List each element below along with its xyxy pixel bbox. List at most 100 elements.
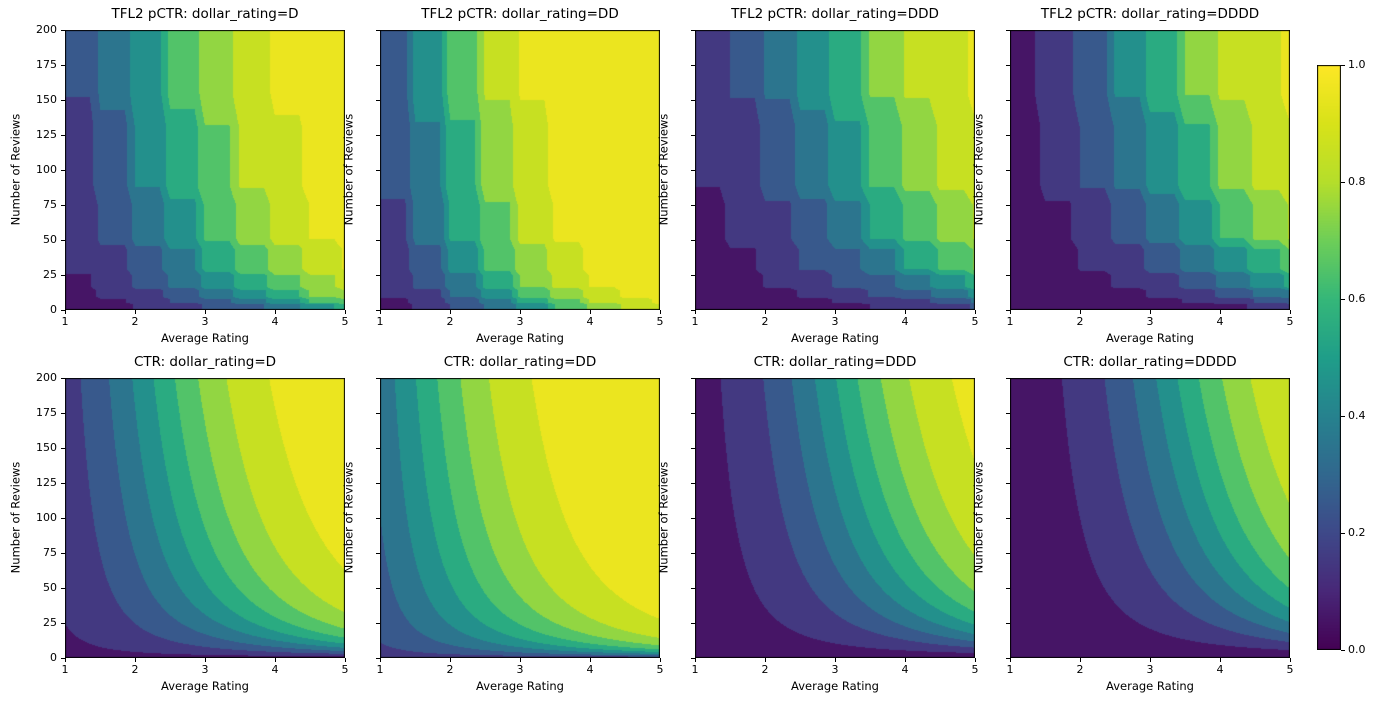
y-tick-label: 0: [50, 303, 57, 316]
y-tick-mark: [691, 274, 695, 276]
x-tick-mark: [589, 310, 591, 314]
contour-plot-ctr-DD: [380, 378, 660, 658]
y-tick-mark: [61, 239, 65, 241]
x-tick-mark: [379, 310, 381, 314]
colorbar-tick-label: 0.6: [1348, 292, 1366, 305]
x-tick-mark: [274, 310, 276, 314]
y-tick-mark: [1006, 64, 1010, 66]
x-tick-label: 3: [201, 315, 209, 328]
y-axis-label: Number of Reviews: [8, 113, 23, 226]
x-tick-mark: [764, 658, 766, 662]
x-tick-label: 5: [1286, 663, 1294, 676]
y-tick-mark: [691, 622, 695, 624]
x-tick-mark: [134, 658, 136, 662]
y-tick-mark: [376, 447, 380, 449]
y-tick-mark: [61, 412, 65, 414]
x-tick-mark: [904, 310, 906, 314]
colorbar-tick-mark: [1341, 649, 1345, 651]
x-tick-label: 5: [341, 315, 349, 328]
colorbar-tick-mark: [1341, 64, 1345, 66]
y-tick-mark: [376, 412, 380, 414]
x-tick-label: 5: [1286, 315, 1294, 328]
y-tick-mark: [1006, 309, 1010, 311]
x-tick-mark: [974, 658, 976, 662]
x-tick-label: 2: [761, 315, 769, 328]
x-tick-label: 2: [446, 663, 454, 676]
y-tick-mark: [376, 587, 380, 589]
colorbar-tick-mark: [1341, 181, 1345, 183]
x-tick-label: 4: [901, 663, 909, 676]
y-axis-label: Number of Reviews: [656, 461, 671, 574]
x-tick-label: 1: [1006, 315, 1014, 328]
x-tick-mark: [204, 658, 206, 662]
x-tick-label: 4: [1216, 663, 1224, 676]
x-tick-label: 5: [656, 663, 664, 676]
x-tick-mark: [659, 658, 661, 662]
x-tick-label: 3: [516, 663, 524, 676]
y-tick-mark: [691, 239, 695, 241]
x-tick-mark: [764, 310, 766, 314]
contour-plot-ctr-D: [65, 378, 345, 658]
x-axis-label: Average Rating: [1106, 331, 1194, 345]
x-tick-label: 4: [271, 315, 279, 328]
y-tick-mark: [376, 29, 380, 31]
y-tick-mark: [691, 309, 695, 311]
x-tick-mark: [449, 310, 451, 314]
subplot-title: CTR: dollar_rating=DDDD: [1063, 354, 1237, 370]
x-tick-mark: [1009, 310, 1011, 314]
subplot-title: TFL2 pCTR: dollar_rating=DD: [421, 6, 619, 22]
colorbar-tick-label: 0.4: [1348, 409, 1366, 422]
y-tick-mark: [376, 134, 380, 136]
y-tick-mark: [61, 447, 65, 449]
contour-plot-tfl2-D: [65, 30, 345, 310]
colorbar-tick-mark: [1341, 298, 1345, 300]
x-tick-mark: [834, 310, 836, 314]
y-tick-label: 200: [36, 371, 57, 384]
x-tick-label: 2: [761, 663, 769, 676]
y-axis-label: Number of Reviews: [8, 461, 23, 574]
y-tick-mark: [61, 274, 65, 276]
x-tick-label: 2: [1076, 663, 1084, 676]
x-tick-label: 5: [971, 315, 979, 328]
y-tick-mark: [376, 482, 380, 484]
colorbar-tick-label: 0.8: [1348, 175, 1366, 188]
y-tick-label: 150: [36, 93, 57, 106]
x-tick-label: 2: [446, 315, 454, 328]
y-tick-mark: [61, 552, 65, 554]
y-tick-mark: [691, 447, 695, 449]
x-tick-mark: [64, 658, 66, 662]
y-tick-mark: [61, 622, 65, 624]
y-tick-label: 125: [36, 128, 57, 141]
y-tick-mark: [1006, 622, 1010, 624]
y-tick-mark: [376, 309, 380, 311]
x-tick-mark: [1009, 658, 1011, 662]
y-tick-label: 125: [36, 476, 57, 489]
y-tick-label: 25: [43, 616, 57, 629]
y-tick-mark: [691, 587, 695, 589]
x-tick-label: 4: [1216, 315, 1224, 328]
y-axis-label: Number of Reviews: [971, 461, 986, 574]
y-tick-mark: [691, 482, 695, 484]
x-tick-mark: [1219, 310, 1221, 314]
y-tick-mark: [1006, 552, 1010, 554]
y-tick-mark: [61, 99, 65, 101]
y-tick-label: 50: [43, 581, 57, 594]
x-tick-mark: [274, 658, 276, 662]
x-tick-mark: [1219, 658, 1221, 662]
y-tick-mark: [61, 377, 65, 379]
y-tick-mark: [691, 657, 695, 659]
y-tick-mark: [1006, 204, 1010, 206]
x-tick-mark: [134, 310, 136, 314]
x-tick-label: 2: [131, 315, 139, 328]
y-tick-mark: [376, 169, 380, 171]
y-tick-mark: [1006, 169, 1010, 171]
y-tick-mark: [1006, 657, 1010, 659]
contour-plot-ctr-DDD: [695, 378, 975, 658]
y-tick-mark: [691, 169, 695, 171]
x-tick-label: 2: [1076, 315, 1084, 328]
y-tick-mark: [61, 204, 65, 206]
y-tick-mark: [61, 134, 65, 136]
x-tick-label: 4: [271, 663, 279, 676]
x-axis-label: Average Rating: [791, 679, 879, 693]
